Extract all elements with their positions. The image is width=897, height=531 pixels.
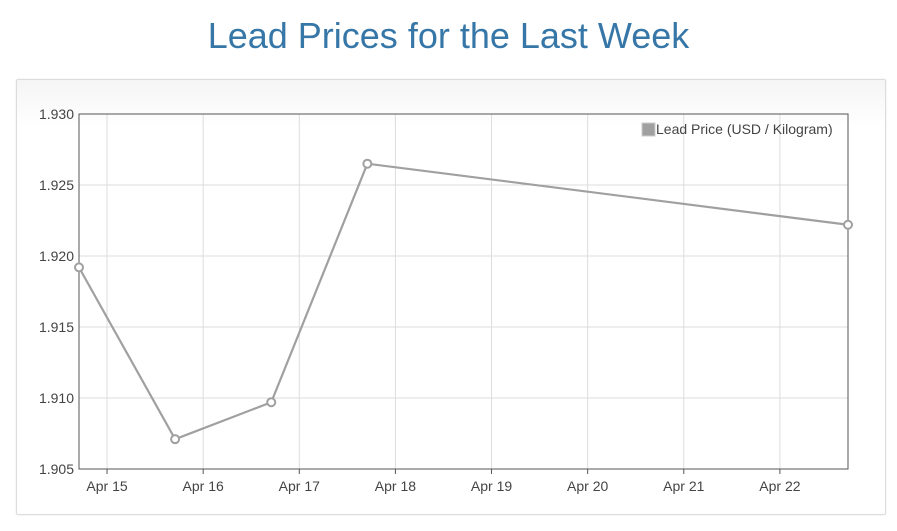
data-point[interactable]	[266, 397, 277, 408]
chart-panel: 1.930 1.925 1.920 1.915 1.910 1.905 Apr 15 Apr …	[16, 79, 886, 515]
data-point[interactable]	[74, 262, 84, 273]
y-tick-label: 1.910	[39, 390, 74, 406]
x-tick-label: Apr 18	[375, 478, 416, 494]
data-point[interactable]	[170, 434, 181, 445]
plot-frame	[78, 113, 849, 470]
legend-label: Lead Price (USD / Kilogram)	[656, 121, 833, 137]
x-tick-label: Apr 15	[86, 478, 127, 494]
series-points	[74, 158, 853, 445]
x-tick-label: Apr 21	[663, 478, 704, 494]
page-title: Lead Prices for the Last Week	[207, 15, 690, 56]
axes: 1.930 1.925 1.920 1.915 1.910 1.905 Apr 15 Apr …	[39, 106, 849, 494]
y-tick-label: 1.920	[39, 248, 74, 264]
x-tick-label: Apr 19	[471, 478, 512, 494]
x-tick-label: Apr 20	[567, 478, 608, 494]
y-tick-label: 1.915	[39, 319, 74, 335]
x-tick-label: Apr 16	[183, 478, 224, 494]
lead-price-chart: 1.930 1.925 1.920 1.915 1.910 1.905 Apr 15 Apr …	[39, 106, 853, 494]
legend: Lead Price (USD / Kilogram)	[641, 121, 833, 137]
data-point[interactable]	[362, 158, 373, 169]
y-tick-label: 1.930	[39, 106, 74, 122]
y-tick-label: 1.905	[39, 461, 74, 477]
x-tick-label: Apr 17	[279, 478, 320, 494]
x-tick-label: Apr 22	[759, 478, 800, 494]
data-point[interactable]	[843, 219, 853, 230]
grid	[79, 113, 848, 470]
y-tick-label: 1.925	[39, 177, 74, 193]
legend-swatch	[641, 122, 656, 137]
